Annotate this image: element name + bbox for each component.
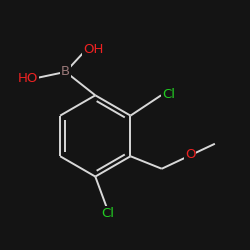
Text: OH: OH bbox=[83, 42, 103, 56]
Text: Cl: Cl bbox=[102, 206, 114, 220]
Text: B: B bbox=[61, 65, 70, 78]
Text: O: O bbox=[185, 148, 196, 161]
Text: HO: HO bbox=[18, 72, 38, 85]
Text: Cl: Cl bbox=[162, 88, 175, 101]
